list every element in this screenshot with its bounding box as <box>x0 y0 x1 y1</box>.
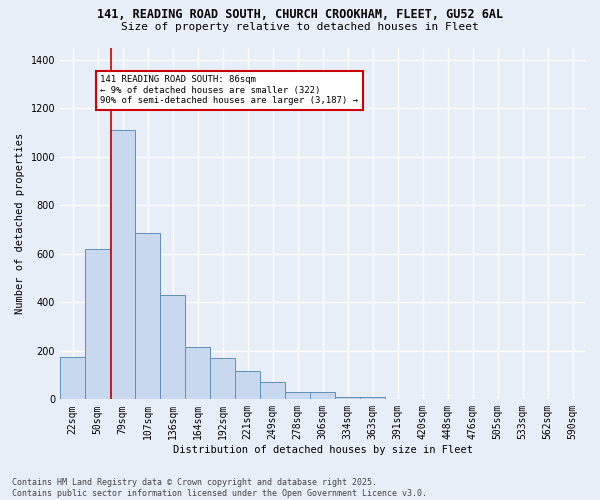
Text: Size of property relative to detached houses in Fleet: Size of property relative to detached ho… <box>121 22 479 32</box>
X-axis label: Distribution of detached houses by size in Fleet: Distribution of detached houses by size … <box>173 445 473 455</box>
Text: 141 READING ROAD SOUTH: 86sqm
← 9% of detached houses are smaller (322)
90% of s: 141 READING ROAD SOUTH: 86sqm ← 9% of de… <box>100 76 358 105</box>
Bar <box>135 233 160 400</box>
Text: Contains HM Land Registry data © Crown copyright and database right 2025.
Contai: Contains HM Land Registry data © Crown c… <box>12 478 427 498</box>
Bar <box>160 295 185 400</box>
Text: 141, READING ROAD SOUTH, CHURCH CROOKHAM, FLEET, GU52 6AL: 141, READING ROAD SOUTH, CHURCH CROOKHAM… <box>97 8 503 20</box>
Bar <box>310 392 335 400</box>
Bar <box>360 397 385 400</box>
Bar <box>60 357 85 400</box>
Bar <box>210 358 235 400</box>
Y-axis label: Number of detached properties: Number of detached properties <box>15 133 25 314</box>
Bar <box>85 249 110 400</box>
Bar <box>185 347 210 400</box>
Bar <box>260 382 285 400</box>
Bar <box>235 372 260 400</box>
Bar <box>285 392 310 400</box>
Bar <box>335 397 360 400</box>
Bar <box>110 130 135 400</box>
